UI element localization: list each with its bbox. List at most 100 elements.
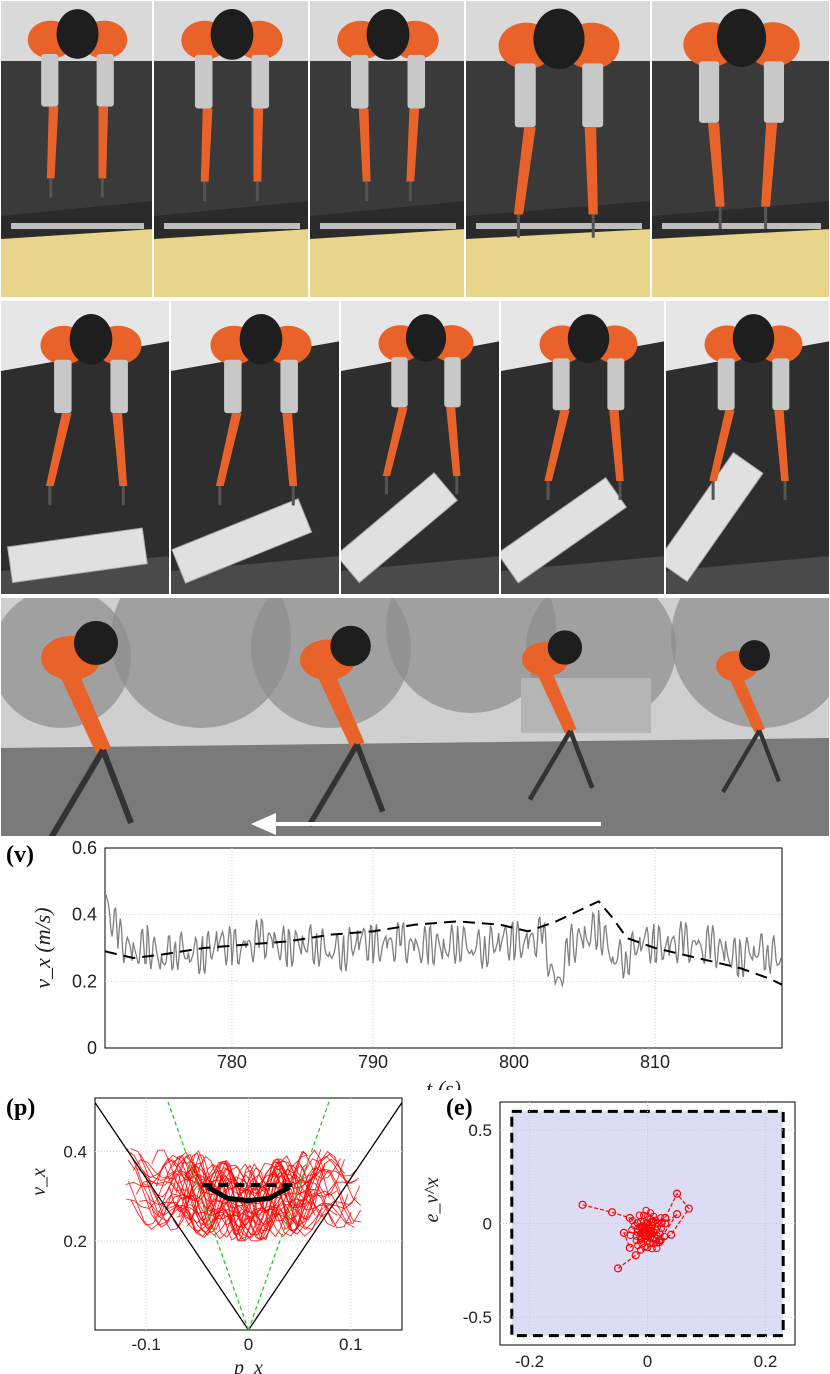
photo-illustration [1,598,829,836]
photo-floor [666,556,829,594]
robot-shin-right [584,127,598,215]
robot-thigh-right [772,358,790,411]
error-point [658,1219,666,1228]
error-point [628,1216,637,1225]
photo-frame [651,0,830,298]
robot-walking-outdoors-icon [716,640,781,794]
y-tick-label: 0.4 [63,1143,87,1162]
foam-edge-bar [11,223,144,229]
y-tick-label: 0 [483,1215,492,1234]
error-point [578,1200,587,1209]
building [521,678,651,733]
robot-shin [354,743,386,813]
x-tick-label: -0.1 [132,1335,161,1354]
foam-block [310,229,464,297]
grass-field [1,738,829,836]
robot-stepping-over-foam-icon [683,8,800,230]
robot-shin [721,729,762,794]
robot-thigh-left [514,63,536,128]
robot-shin-right [774,410,789,481]
foam-block [652,229,829,297]
robot-shin [48,748,106,836]
robot-thigh-right [763,61,785,123]
trajectory-curve [156,1151,334,1242]
robot-pelvis [533,8,585,70]
series-reference-velocity [104,900,783,986]
robot-walking-outdoors-icon [300,625,386,827]
x-tick-label: 0 [244,1335,253,1354]
robot-thigh-right [251,54,270,109]
robot-thigh-left [54,359,72,414]
photo-frame [665,300,830,595]
x-tick-label: 0.2 [754,1352,778,1371]
error-point [653,1244,661,1253]
photo-illustration [652,1,829,297]
robot-shin-right [406,108,420,182]
robot-stepping-over-bar-bundle-icon [704,314,803,500]
error-point [684,1204,693,1213]
trajectory-curve [130,1148,357,1233]
robot-stepping-over-foam-icon [27,9,128,198]
robot-pelvis [74,621,118,665]
robot-thigh-left [350,54,369,109]
velocity-time-plot: 780 790 800 810 0 0.2 0.4 0.6 t (s) v_x (m/s) [30,838,783,1090]
trajectory-curve [130,1155,357,1236]
robot-pelvis [547,630,583,665]
foam-edge-bar [320,223,456,229]
panel-label-e: (e) [446,1095,473,1121]
x-tick-label: 0.1 [339,1335,363,1354]
y-tick-label: 0.6 [72,838,97,858]
robot-pelvis [69,314,113,365]
robot-thigh-left [41,54,59,107]
trajectory-curve [125,1153,362,1242]
boundary-line-right [247,1102,403,1331]
foam-edge-bar [164,223,300,229]
photo-illustration [310,1,464,297]
robot-pelvis [567,314,610,364]
error-point [648,1224,656,1232]
robot-pelvis [56,9,99,59]
robot-shin-left [358,108,371,182]
robot-stepping-over-foam-icon [498,8,620,238]
robot-shin-left [215,413,242,486]
robot-shin-right [98,106,109,179]
robot-shin-right [253,108,264,182]
photo-frame [0,300,170,595]
error-point [661,1219,670,1228]
robot-thigh [318,678,365,748]
robot-shin-left [544,410,570,481]
trajectory-curve [168,1163,322,1232]
error-point [672,1210,682,1219]
bar-bundle [341,472,458,584]
photo-frame [153,0,309,298]
y-tick-label: 0.2 [63,1232,87,1251]
y-tick-label: 0.4 [72,905,97,925]
robot-pelvis [739,640,770,671]
photo-illustration [466,1,650,297]
robot-shin-left [46,106,59,179]
panel-label-p: (p) [6,1095,36,1121]
robot-stepping-over-bar-bundle-icon [378,314,474,495]
robot-pelvis [732,314,775,364]
y-tick-label: 0 [87,1038,97,1058]
robot-shin [100,748,134,825]
error-point [633,1228,641,1236]
robot-thigh [61,678,111,753]
error-point [613,1264,623,1273]
x-axis-label: p_x [232,1357,263,1374]
robot-stepping-over-bar-bundle-icon [40,314,142,506]
robot-pelvis [330,625,371,667]
photo-frame [170,300,340,595]
robot-stepping-over-bar-bundle-icon [210,314,312,506]
trajectory-curve [184,1150,308,1232]
robot-shin-left [200,108,213,182]
error-point [649,1212,658,1220]
error-point [619,1228,628,1237]
error-point [631,1251,640,1260]
photo-illustration [666,301,829,594]
robot-thigh-right [96,54,114,107]
error-point [644,1243,652,1252]
error-point [657,1224,665,1233]
robot-shin-right [761,122,778,207]
error-point [625,1243,634,1252]
